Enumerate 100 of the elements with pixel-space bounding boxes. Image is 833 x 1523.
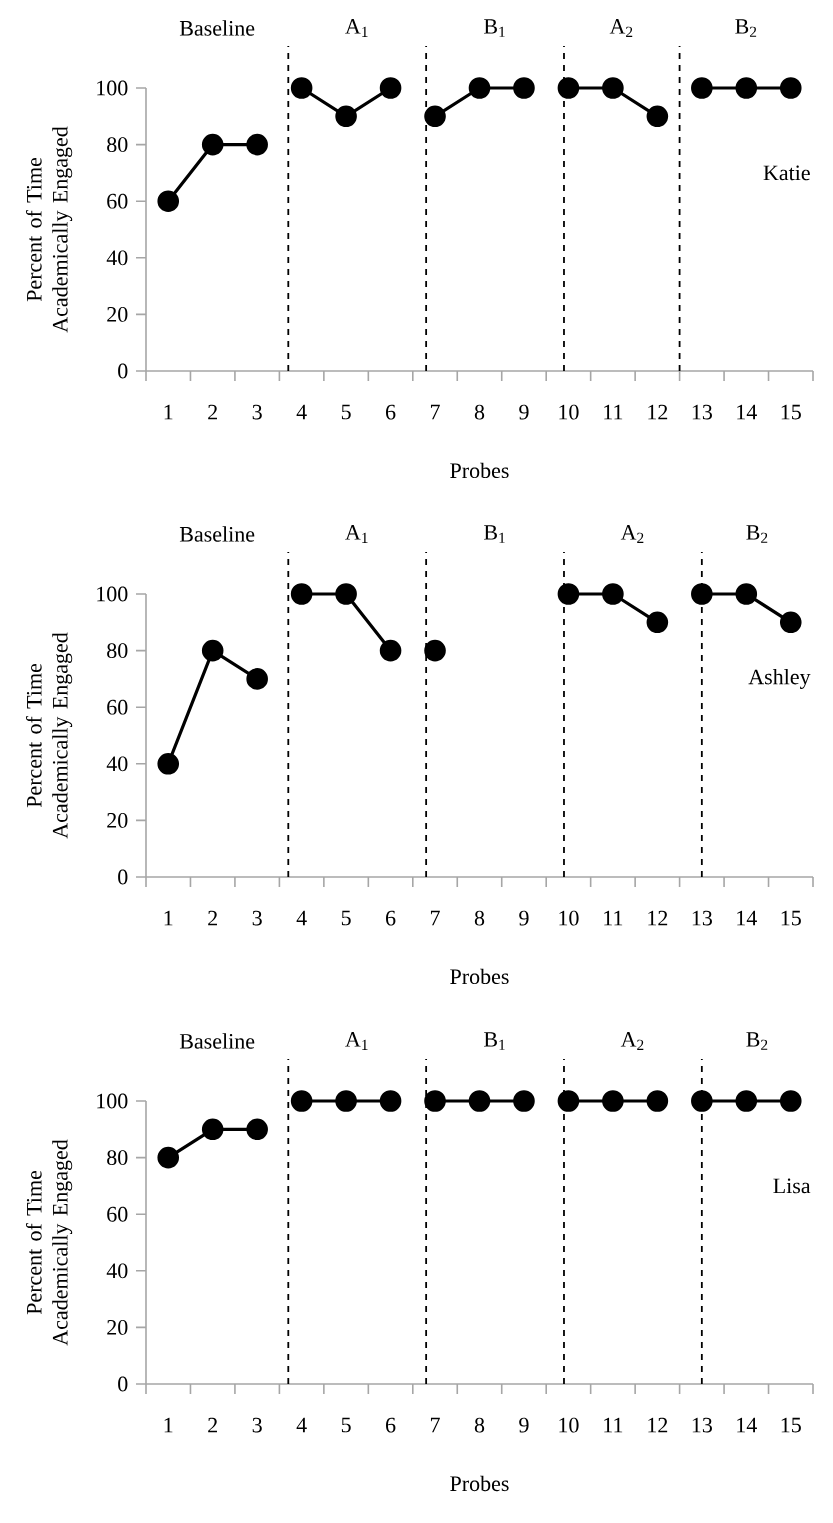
- x-tick-label: 2: [208, 404, 217, 420]
- point: [513, 1090, 535, 1112]
- point: [779, 611, 802, 634]
- annotation: Lisa: [773, 1178, 811, 1194]
- text: B$_{1}$: [484, 525, 505, 543]
- x-tick-label: 12: [648, 910, 668, 926]
- x-tick-label: 3: [252, 404, 262, 420]
- point: [691, 77, 713, 99]
- x-tick-label: 13: [692, 910, 712, 926]
- point: [646, 1090, 669, 1112]
- y-tick-label: 100: [97, 586, 128, 602]
- point: [735, 1090, 758, 1112]
- x-tick-label: 13: [692, 1417, 712, 1433]
- x-tick-label: 9: [519, 1417, 529, 1433]
- point: [157, 753, 180, 775]
- point: [424, 1090, 446, 1112]
- point: [602, 1090, 624, 1112]
- point: [379, 639, 402, 662]
- point: [157, 1146, 180, 1169]
- x-tick-label: 2: [208, 1417, 217, 1433]
- y-tick-label: 20: [107, 306, 128, 322]
- x-tick-label: 1: [164, 910, 173, 926]
- point: [779, 77, 802, 99]
- x-tick-label: 1: [164, 1417, 173, 1433]
- point: [290, 1090, 313, 1112]
- point: [290, 77, 313, 99]
- x-tick-label: 13: [692, 404, 712, 420]
- point: [468, 1090, 491, 1112]
- y-tick-label: 100: [97, 1093, 128, 1109]
- x-tick-label: 6: [386, 910, 396, 926]
- x-tick-label: 11: [604, 404, 623, 420]
- y-tick-label: 80: [107, 1150, 128, 1166]
- x-tick-label: 15: [781, 404, 801, 420]
- annotation: Katie: [763, 165, 810, 181]
- x-tick-label: 12: [648, 1417, 668, 1433]
- annotation: Ashley: [748, 668, 811, 689]
- point: [201, 639, 224, 662]
- point: [335, 583, 357, 605]
- x-tick-label: 12: [648, 404, 668, 420]
- point: [557, 583, 580, 605]
- point: [691, 1090, 713, 1112]
- point: [246, 668, 268, 690]
- x-tick-label: 2: [208, 910, 217, 926]
- y-tick-label: 40: [106, 1263, 128, 1279]
- point: [779, 1090, 802, 1112]
- text: A$_{1}$: [345, 525, 368, 543]
- y-tick-label: 0: [118, 1376, 128, 1392]
- point: [646, 105, 669, 128]
- point: [335, 1090, 357, 1112]
- x-tick-label: 1: [164, 404, 173, 420]
- text: A$_{1}$: [345, 19, 368, 37]
- x-tick-label: 6: [386, 404, 396, 420]
- x-tick-label: 8: [474, 1417, 485, 1433]
- point: [201, 1118, 224, 1141]
- x-tick-label: 15: [781, 1417, 801, 1433]
- point: [646, 611, 669, 634]
- x-tick-label: 6: [386, 1417, 396, 1433]
- x-axis-title: Probes: [450, 462, 509, 479]
- point: [602, 77, 624, 99]
- x-axis-title: Probes: [450, 1475, 509, 1492]
- x-tick-label: 11: [604, 1417, 623, 1433]
- text: A$_{2}$: [620, 1032, 644, 1050]
- point: [735, 583, 758, 605]
- point: [468, 77, 491, 99]
- x-tick-label: 10: [559, 1417, 579, 1433]
- point: [379, 77, 402, 99]
- y-tick-label: 80: [107, 137, 128, 153]
- text: B$_{1}$: [484, 19, 505, 37]
- x-tick-label: 15: [781, 910, 801, 926]
- y-tick-label: 100: [97, 80, 128, 96]
- x-tick-label: 14: [737, 910, 757, 926]
- x-tick-label: 10: [559, 404, 579, 420]
- text: Baseline: [179, 526, 255, 542]
- text: A$_{2}$: [620, 525, 644, 543]
- point: [246, 133, 268, 156]
- point: [691, 583, 713, 605]
- text: B$_{2}$: [735, 19, 757, 37]
- y-tick-label: 40: [106, 250, 128, 266]
- point: [157, 190, 180, 212]
- x-tick-label: 7: [430, 910, 440, 926]
- x-tick-label: 8: [474, 910, 485, 926]
- x-tick-label: 14: [737, 1417, 757, 1433]
- x-tick-label: 4: [296, 404, 307, 420]
- x-tick-label: 3: [252, 1417, 262, 1433]
- y-tick-label: 80: [107, 643, 128, 659]
- point: [735, 77, 758, 99]
- point: [424, 105, 446, 128]
- text: A$_{2}$: [609, 19, 633, 37]
- x-tick-label: 9: [519, 404, 529, 420]
- text: Baseline: [179, 1033, 255, 1049]
- y-tick-label: 60: [107, 193, 128, 209]
- point: [424, 639, 446, 662]
- point: [602, 583, 624, 605]
- x-tick-label: 8: [474, 404, 485, 420]
- y-tick-label: 60: [107, 699, 128, 715]
- y-tick-label: 0: [118, 363, 128, 379]
- y-tick-label: 0: [118, 869, 128, 885]
- point: [379, 1090, 402, 1112]
- x-tick-label: 5: [341, 910, 351, 926]
- text: Baseline: [179, 20, 255, 36]
